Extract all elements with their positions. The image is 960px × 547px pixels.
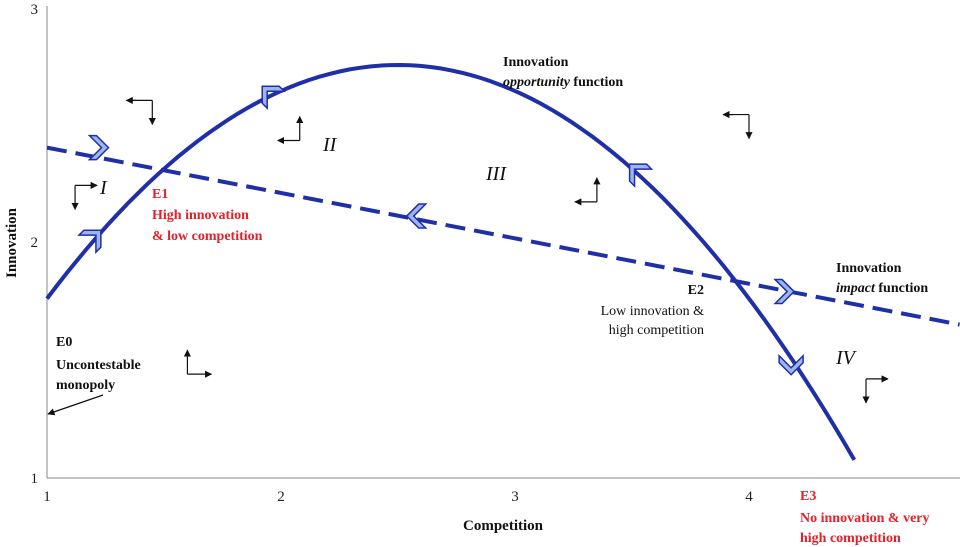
chevron-icon — [778, 353, 804, 376]
e0-pointer-arrow — [47, 394, 104, 416]
opportunity-function-curve — [45, 62, 857, 461]
x-tick-label: 2 — [277, 489, 285, 505]
region-label-ii: II — [322, 134, 338, 156]
flow-markers — [77, 85, 804, 376]
e0-label: E0 — [56, 335, 72, 350]
e3-line1: No innovation & very — [800, 511, 930, 526]
flow-marker-3 — [261, 85, 286, 110]
impact-label-line2: impact function — [836, 281, 928, 296]
direction-glyph-7 — [862, 375, 889, 404]
x-axis-title: Competition — [463, 518, 544, 534]
e1-line1: High innovation — [152, 208, 249, 223]
direction-glyph-3 — [71, 181, 98, 211]
x-tick-label: 1 — [43, 489, 51, 505]
region-label-iv: IV — [835, 347, 858, 369]
region-label-iii: III — [485, 163, 507, 185]
flow-marker-2 — [77, 229, 102, 254]
chevron-icon — [87, 134, 110, 161]
flow-marker-7 — [778, 353, 804, 376]
impact-label-rest: function — [875, 281, 929, 296]
opportunity-label-italic: opportunity — [503, 75, 571, 90]
chevron-icon — [773, 278, 796, 305]
e2-label: E2 — [688, 283, 704, 298]
opportunity-label-line1: Innovation — [503, 55, 569, 70]
y-tick-label: 1 — [31, 471, 39, 487]
opportunity-label-rest: function — [570, 75, 624, 90]
direction-glyph-1 — [125, 96, 156, 126]
direction-glyph-5 — [722, 110, 753, 140]
chevron-icon — [405, 203, 428, 229]
opportunity-label-line2: opportunity function — [503, 75, 623, 90]
region-label-i: I — [99, 177, 108, 199]
impact-function-line — [46, 145, 960, 327]
direction-glyph-4 — [574, 177, 601, 206]
chevron-icon — [261, 85, 286, 110]
impact-label-line1: Innovation — [836, 261, 902, 276]
flow-marker-1 — [87, 134, 110, 161]
x-tick-labels: 1 2 3 4 — [43, 489, 753, 505]
e3-label: E3 — [800, 489, 816, 504]
direction-glyphs — [71, 96, 889, 404]
impact-label-italic: impact — [836, 281, 876, 296]
e0-line1: Uncontestable — [56, 358, 141, 373]
e3-line2: high competition — [800, 531, 901, 546]
y-axis-title: Innovation — [4, 207, 20, 278]
chevron-icon — [628, 163, 654, 188]
e1-line2: & low competition — [152, 229, 263, 244]
y-tick-labels: 1 2 3 — [31, 2, 39, 487]
e1-label: E1 — [152, 187, 168, 202]
direction-glyph-6 — [183, 349, 213, 378]
y-tick-label: 3 — [31, 2, 39, 18]
y-tick-label: 2 — [31, 235, 39, 251]
direction-glyph-2 — [277, 115, 304, 145]
e0-line2: monopoly — [56, 378, 115, 393]
x-tick-label: 4 — [745, 489, 753, 505]
chevron-icon — [77, 229, 102, 254]
x-tick-label: 3 — [511, 489, 519, 505]
flow-marker-6 — [773, 278, 796, 305]
flow-marker-5 — [628, 163, 654, 188]
e2-line2: high competition — [609, 323, 704, 338]
e2-line1: Low innovation & — [601, 304, 705, 319]
flow-marker-4 — [405, 203, 428, 229]
